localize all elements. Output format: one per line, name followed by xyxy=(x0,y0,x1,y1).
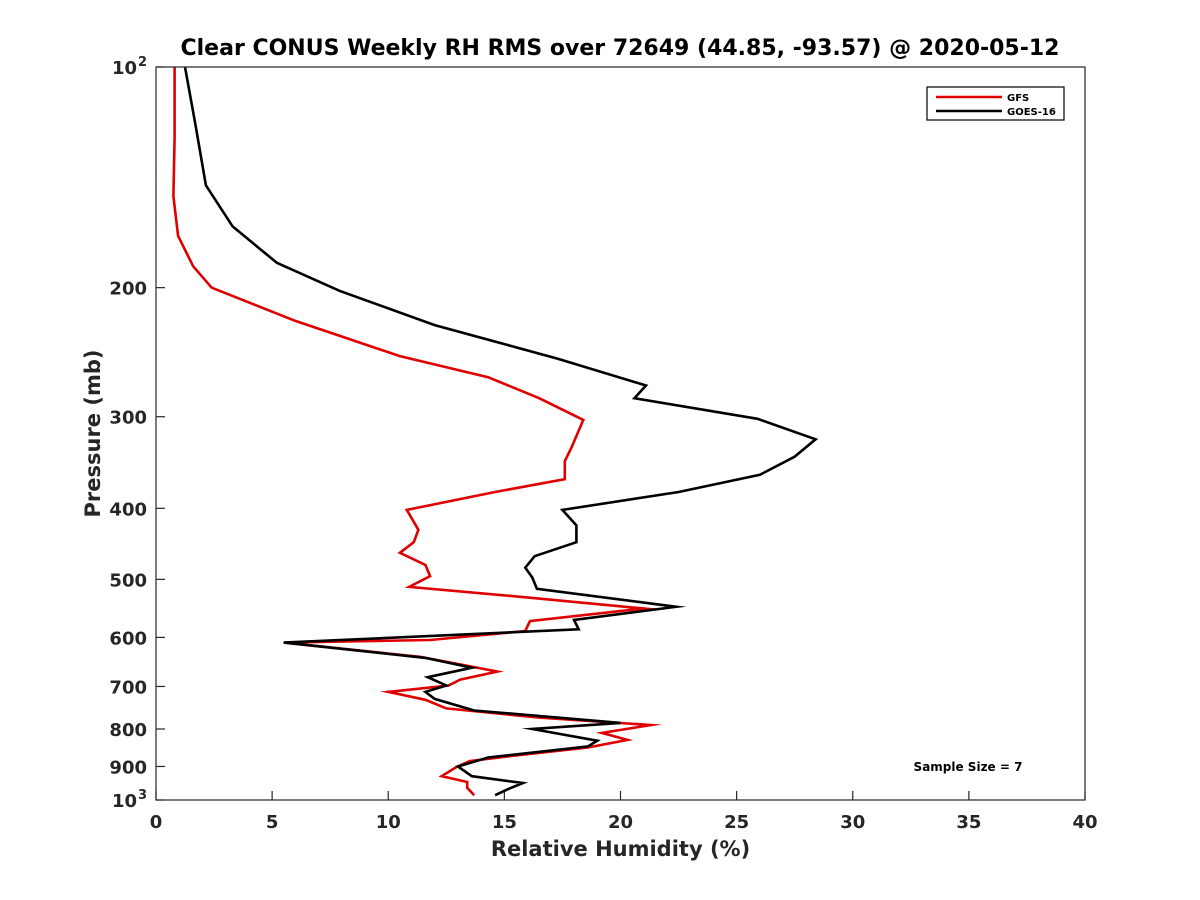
x-tick-label: 5 xyxy=(266,812,279,833)
x-tick-label: 25 xyxy=(724,812,749,833)
legend-items: GFS GOES-16 xyxy=(936,93,1056,118)
legend-label: GFS xyxy=(1007,93,1029,104)
y-tick-label: 300 xyxy=(109,408,147,429)
y-tick-label: 500 xyxy=(109,570,147,591)
legend-box xyxy=(926,86,1065,121)
x-tick-label: 30 xyxy=(840,812,865,833)
x-axis-label: Relative Humidity (%) xyxy=(491,837,750,861)
legend-label: GOES-16 xyxy=(1007,107,1056,118)
y-tick-label: 10 xyxy=(112,791,137,812)
y-tick-label: 600 xyxy=(109,628,147,649)
y-tick-label: 200 xyxy=(109,279,147,300)
series-lines xyxy=(172,66,819,797)
x-tick-label: 20 xyxy=(608,812,633,833)
chart-title: Clear CONUS Weekly RH RMS over 72649 (44… xyxy=(181,36,1060,61)
y-tick-exponent: 2 xyxy=(138,55,147,70)
x-tick-label: 0 xyxy=(150,812,163,833)
sample-size-annotation: Sample Size = 7 xyxy=(914,760,1023,774)
legend: GFS GOES-16 xyxy=(926,86,1065,121)
y-tick-label: 10 xyxy=(112,58,137,79)
x-tick-label: 35 xyxy=(956,812,981,833)
gfs-series-line xyxy=(172,67,663,797)
y-tick-exponent: 3 xyxy=(138,788,147,803)
goes-16-series-line xyxy=(183,66,819,797)
y-tick-label: 700 xyxy=(109,677,147,698)
x-tick-label: 10 xyxy=(376,812,401,833)
y-tick-label: 800 xyxy=(109,720,147,741)
x-tick-label: 40 xyxy=(1072,812,1097,833)
y-tick-label: 400 xyxy=(109,499,147,520)
y-axis-label: Pressure (mb) xyxy=(81,350,105,518)
plot-area-frame xyxy=(155,66,1086,801)
x-tick-label: 15 xyxy=(492,812,517,833)
y-tick-label: 900 xyxy=(109,757,147,778)
